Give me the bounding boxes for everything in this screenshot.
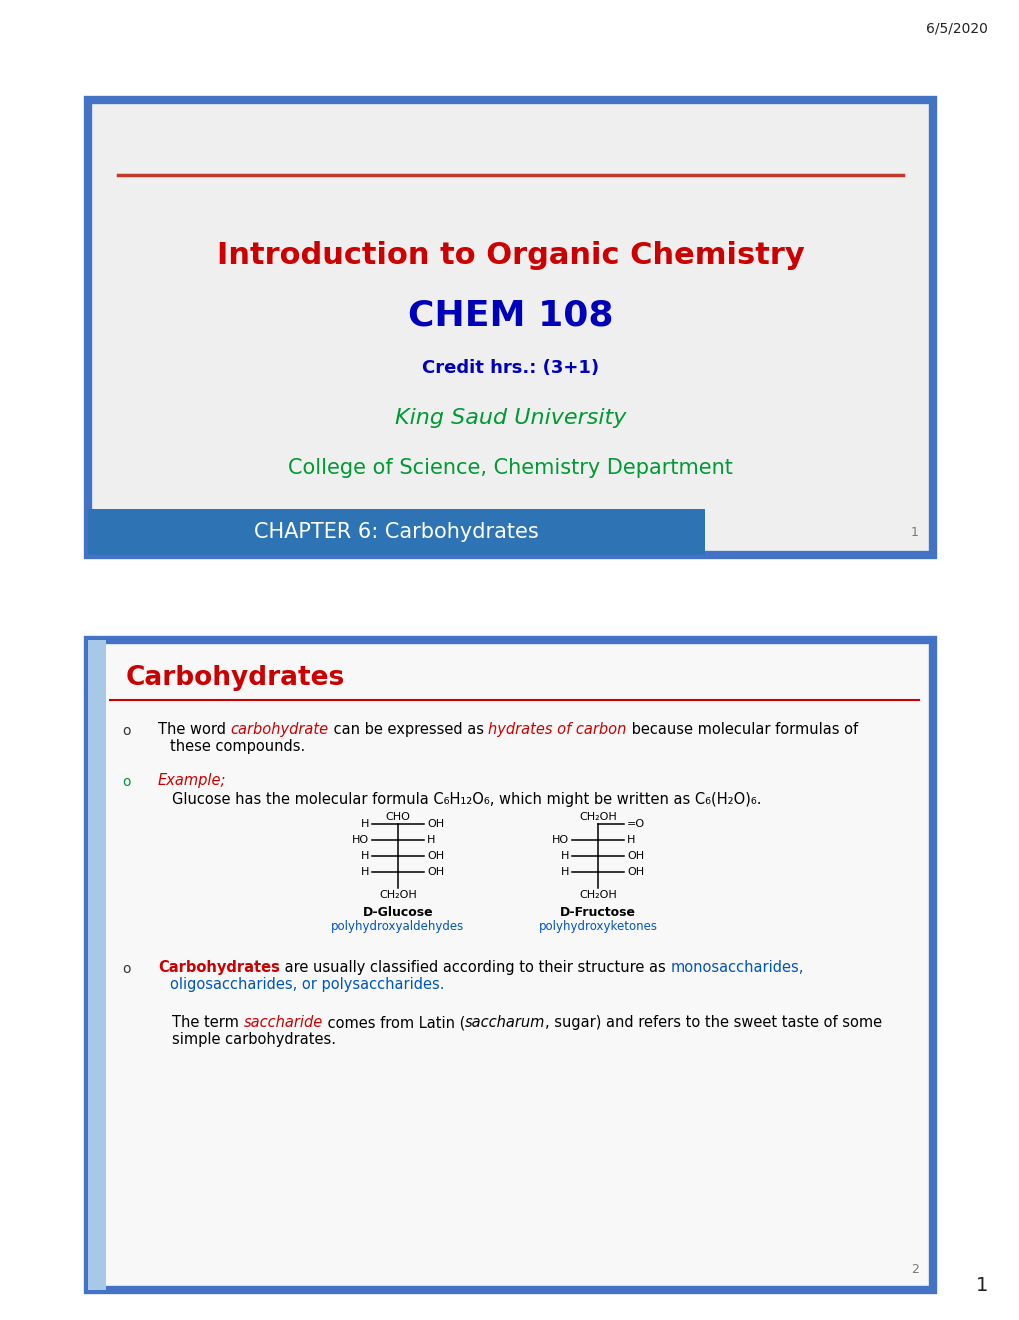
Text: College of Science, Chemistry Department: College of Science, Chemistry Department (287, 458, 733, 478)
Text: polyhydroxyketones: polyhydroxyketones (538, 920, 657, 933)
Text: =O: =O (627, 818, 644, 829)
Text: CH₂OH: CH₂OH (379, 890, 417, 900)
Text: H: H (560, 867, 569, 876)
Text: comes from Latin (: comes from Latin ( (322, 1015, 465, 1030)
Text: 1: 1 (974, 1276, 987, 1295)
Bar (94, 106, 926, 549)
Text: H: H (361, 851, 369, 861)
Text: OH: OH (627, 867, 643, 876)
Text: 6/5/2020: 6/5/2020 (925, 22, 987, 36)
Text: polyhydroxyaldehydes: polyhydroxyaldehydes (331, 920, 465, 933)
Text: these compounds.: these compounds. (170, 739, 305, 754)
Text: The term: The term (172, 1015, 244, 1030)
Text: 1: 1 (910, 525, 918, 539)
Text: CHAPTER 6: Carbohydrates: CHAPTER 6: Carbohydrates (254, 521, 538, 543)
Text: OH: OH (427, 867, 443, 876)
Text: H: H (427, 836, 435, 845)
Text: Carbohydrates: Carbohydrates (158, 960, 279, 975)
Text: Carbohydrates: Carbohydrates (126, 665, 344, 690)
Text: HO: HO (352, 836, 369, 845)
Text: Introduction to Organic Chemistry: Introduction to Organic Chemistry (216, 240, 804, 269)
Text: CH₂OH: CH₂OH (579, 890, 616, 900)
Text: saccharide: saccharide (244, 1015, 322, 1030)
Text: CHO: CHO (385, 812, 410, 822)
Bar (94, 106, 926, 549)
Text: simple carbohydrates.: simple carbohydrates. (172, 1032, 335, 1047)
Bar (88, 510, 704, 554)
Text: The word: The word (158, 722, 230, 737)
Text: OH: OH (427, 818, 443, 829)
Bar (88, 640, 932, 1290)
Text: o: o (122, 962, 130, 975)
Text: D-Fructose: D-Fructose (559, 906, 636, 919)
Text: oligosaccharides, or polysaccharides.: oligosaccharides, or polysaccharides. (170, 977, 444, 993)
Text: Glucose has the molecular formula C₆H₁₂O₆, which might be written as C₆(H₂O)₆.: Glucose has the molecular formula C₆H₁₂O… (172, 792, 761, 807)
Text: , sugar) and refers to the sweet taste of some: , sugar) and refers to the sweet taste o… (545, 1015, 881, 1030)
Text: H: H (361, 818, 369, 829)
Text: monosaccharides,: monosaccharides, (669, 960, 803, 975)
Text: saccharum: saccharum (465, 1015, 545, 1030)
Text: are usually classified according to their structure as: are usually classified according to thei… (279, 960, 669, 975)
Text: OH: OH (427, 851, 443, 861)
Text: H: H (627, 836, 635, 845)
Text: o: o (122, 775, 130, 789)
Text: o: o (122, 723, 130, 738)
Text: Credit hrs.: (3+1): Credit hrs.: (3+1) (422, 359, 598, 378)
Text: Example;: Example; (158, 774, 226, 788)
Text: HO: HO (551, 836, 569, 845)
Text: H: H (560, 851, 569, 861)
Text: because molecular formulas of: because molecular formulas of (626, 722, 857, 737)
Text: 2: 2 (910, 1263, 918, 1276)
Text: King Saud University: King Saud University (394, 408, 626, 428)
Text: OH: OH (627, 851, 643, 861)
Text: hydrates of carbon: hydrates of carbon (488, 722, 626, 737)
Text: CHEM 108: CHEM 108 (408, 298, 612, 333)
Text: D-Glucose: D-Glucose (363, 906, 433, 919)
Bar (88, 640, 106, 1290)
Text: can be expressed as: can be expressed as (328, 722, 488, 737)
Bar (94, 645, 926, 1284)
Text: carbohydrate: carbohydrate (230, 722, 328, 737)
Bar (88, 100, 932, 554)
Text: CH₂OH: CH₂OH (579, 812, 616, 822)
Text: H: H (361, 867, 369, 876)
